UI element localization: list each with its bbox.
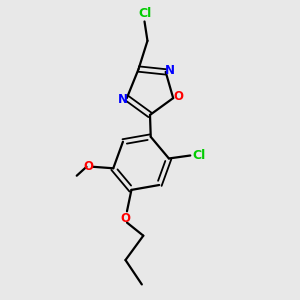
Text: N: N	[164, 64, 175, 76]
Text: N: N	[118, 93, 128, 106]
Text: O: O	[83, 160, 93, 173]
Text: O: O	[173, 90, 184, 104]
Text: Cl: Cl	[138, 7, 151, 20]
Text: O: O	[121, 212, 130, 225]
Text: Cl: Cl	[193, 149, 206, 162]
